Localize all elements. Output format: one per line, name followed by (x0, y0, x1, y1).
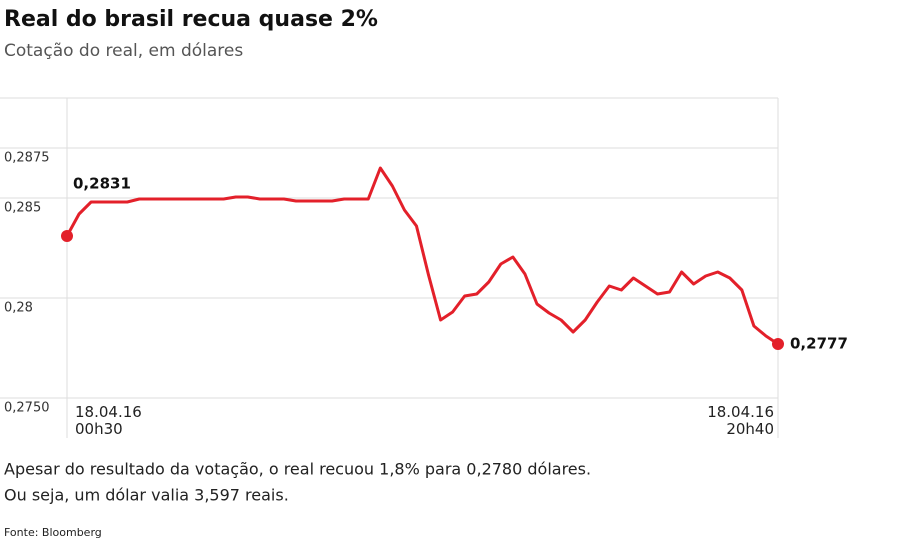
y-tick-label: 0,2875 (4, 151, 50, 166)
line (65, 166, 779, 346)
caption: Ou seja, um dólar valia 3,597 reais. (4, 486, 289, 505)
source: Fonte: Bloomberg (4, 526, 102, 539)
value-label: 0,2777 (790, 335, 848, 353)
chart-title: Real do brasil recua quase 2% (4, 7, 378, 32)
y-tick-label: 0,28 (4, 301, 33, 316)
end-point (61, 230, 73, 242)
y-tick-label: 0,285 (4, 201, 41, 216)
x-tick-label: 18.04.16 00h30 (75, 403, 142, 438)
caption: Apesar do resultado da votação, o real r… (4, 460, 591, 479)
end-point (772, 338, 784, 350)
value-label: 0,2831 (73, 175, 131, 193)
chart-subtitle: Cotação do real, em dólares (4, 41, 243, 61)
y-tick-label: 0,2750 (4, 401, 50, 416)
x-tick-label: 18.04.16 20h40 (707, 403, 774, 438)
